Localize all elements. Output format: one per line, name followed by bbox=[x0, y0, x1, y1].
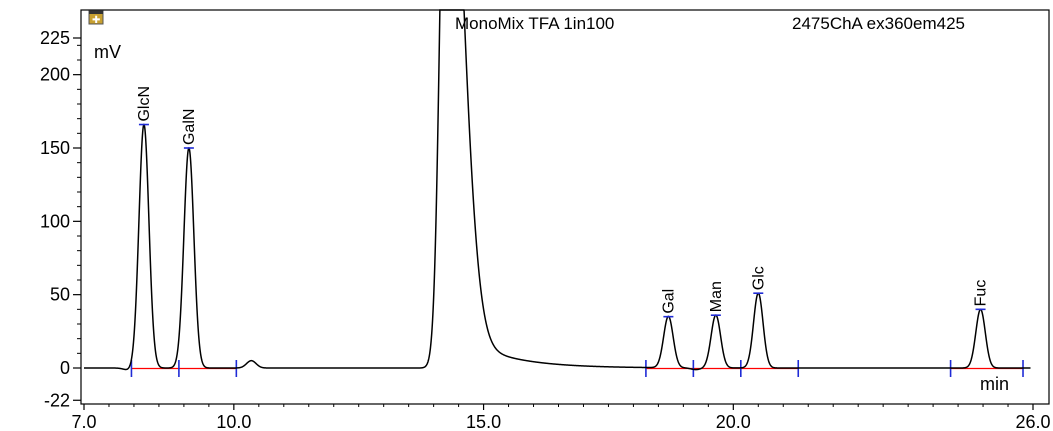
x-tick-label: 10.0 bbox=[216, 412, 251, 431]
x-tick-label: 20.0 bbox=[716, 412, 751, 431]
y-tick-label: 0 bbox=[60, 358, 70, 378]
y-tick-label: 100 bbox=[40, 211, 70, 231]
peak-label: GlcN bbox=[136, 86, 153, 122]
peak-label: Fuc bbox=[973, 280, 990, 307]
plot-frame bbox=[80, 9, 1050, 405]
peak-label: Glc bbox=[750, 266, 767, 290]
x-tick-label: 7.0 bbox=[71, 412, 96, 431]
x-tick-label: 15.0 bbox=[466, 412, 501, 431]
y-axis-unit-label: mV bbox=[94, 42, 121, 62]
peak-label: GalN bbox=[181, 109, 198, 145]
app-icon: ✚ bbox=[88, 10, 104, 26]
y-tick-label: 200 bbox=[40, 65, 70, 85]
x-tick-label: 26.0 bbox=[1015, 412, 1050, 431]
y-tick-label: -22 bbox=[44, 390, 70, 410]
y-tick-label: 150 bbox=[40, 138, 70, 158]
y-tick-label: 225 bbox=[40, 28, 70, 48]
chart-title-detector: 2475ChA ex360em425 bbox=[792, 14, 965, 33]
chart-title-sample: MonoMix TFA 1in100 bbox=[455, 14, 614, 33]
svg-text:✚: ✚ bbox=[92, 15, 100, 26]
peak-label: Man bbox=[708, 281, 725, 312]
y-tick-label: 50 bbox=[50, 285, 70, 305]
x-axis-unit-label: min bbox=[980, 374, 1009, 394]
peak-label: Gal bbox=[660, 289, 677, 314]
chromatogram-trace bbox=[84, 9, 1031, 371]
